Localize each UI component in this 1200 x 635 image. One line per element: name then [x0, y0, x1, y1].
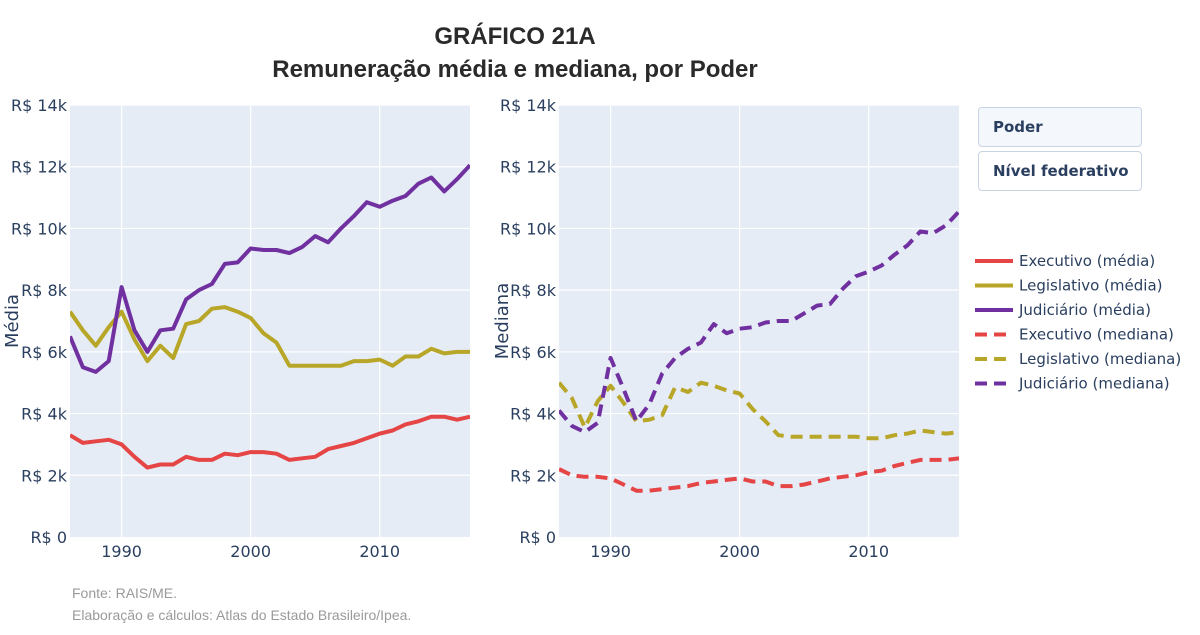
legend: Executivo (média) Legislativo (média) Judi…: [975, 252, 1181, 393]
chart-title-line2: Remuneração média e mediana, por Poder: [272, 56, 758, 83]
series-line-judici-rio-m-dia-: [70, 163, 470, 374]
media-x-tick-label: 2000: [230, 542, 271, 561]
legend-item-label[interactable]: Executivo (média): [1019, 252, 1155, 270]
media-plot-background: [70, 105, 470, 537]
legend-item-label[interactable]: Judiciário (mediana): [1018, 375, 1170, 393]
series-line-judici-rio-mediana-: [559, 210, 959, 435]
mediana-y-tick-label: R$ 6k: [510, 343, 557, 362]
series-line-executivo-m-dia-: [70, 414, 470, 470]
media-y-tick-label: R$ 2k: [21, 466, 68, 485]
mediana-y-tick-label: R$ 10k: [500, 219, 557, 238]
mediana-plot-background: [559, 105, 959, 537]
footer-credits: Elaboração e cálculos: Atlas do Estado B…: [72, 607, 412, 623]
mediana-y-tick-label: R$ 0: [519, 528, 556, 547]
poder-button[interactable]: Poder: [978, 107, 1142, 147]
mediana-y-tick-label: R$ 14k: [500, 96, 557, 115]
media-y-tick-label: R$ 6k: [21, 343, 68, 362]
mediana-x-tick-label: 2010: [848, 542, 889, 561]
media-y-axis-title: Média: [2, 294, 23, 348]
media-y-tick-label: R$ 10k: [11, 219, 68, 238]
series-line-legislativo-m-dia-: [70, 305, 470, 368]
mediana-y-tick-label: R$ 12k: [500, 158, 557, 177]
mediana-x-tick-label: 1990: [590, 542, 631, 561]
legend-item-label[interactable]: Legislativo (média): [1019, 277, 1162, 295]
mediana-y-tick-label: R$ 4k: [510, 405, 557, 424]
mediana-x-tick-label: 2000: [719, 542, 760, 561]
mediana-y-tick-label: R$ 8k: [510, 281, 557, 300]
legend-item-label[interactable]: Executivo (mediana): [1019, 326, 1174, 344]
plot-media: R$ 0 R$ 2k R$ 4k R$ 6k R$ 8k R$ 10k R$ 12k R$ 1…: [2, 96, 470, 561]
chart-title: GRÁFICO 21A Remuneração média e mediana,…: [0, 20, 1030, 86]
legend-item-label[interactable]: Legislativo (mediana): [1019, 350, 1181, 368]
mediana-y-axis-title: Mediana: [492, 283, 513, 360]
media-y-tick-label: R$ 4k: [21, 405, 68, 424]
media-y-tick-label: R$ 8k: [21, 281, 68, 300]
media-y-tick-label: R$ 12k: [11, 158, 68, 177]
media-x-tick-label: 1990: [101, 542, 142, 561]
media-y-tick-label: R$ 14k: [11, 96, 68, 115]
footer: Fonte: RAIS/ME. Elaboração e cálculos: A…: [72, 582, 411, 626]
legend-item-label[interactable]: Judiciário (média): [1018, 301, 1151, 319]
media-x-tick-label: 2010: [359, 542, 400, 561]
series-line-legislativo-mediana-: [559, 380, 959, 441]
chart-title-line1: GRÁFICO 21A: [434, 23, 596, 50]
plot-mediana: R$ 0 R$ 2k R$ 4k R$ 6k R$ 8k R$ 10k R$ 12k R$ 1…: [492, 96, 959, 561]
footer-source: Fonte: RAIS/ME.: [72, 585, 178, 601]
media-y-tick-label: R$ 0: [30, 528, 67, 547]
nivel-federativo-button[interactable]: Nível federativo: [978, 151, 1142, 191]
mediana-y-tick-label: R$ 2k: [510, 466, 557, 485]
